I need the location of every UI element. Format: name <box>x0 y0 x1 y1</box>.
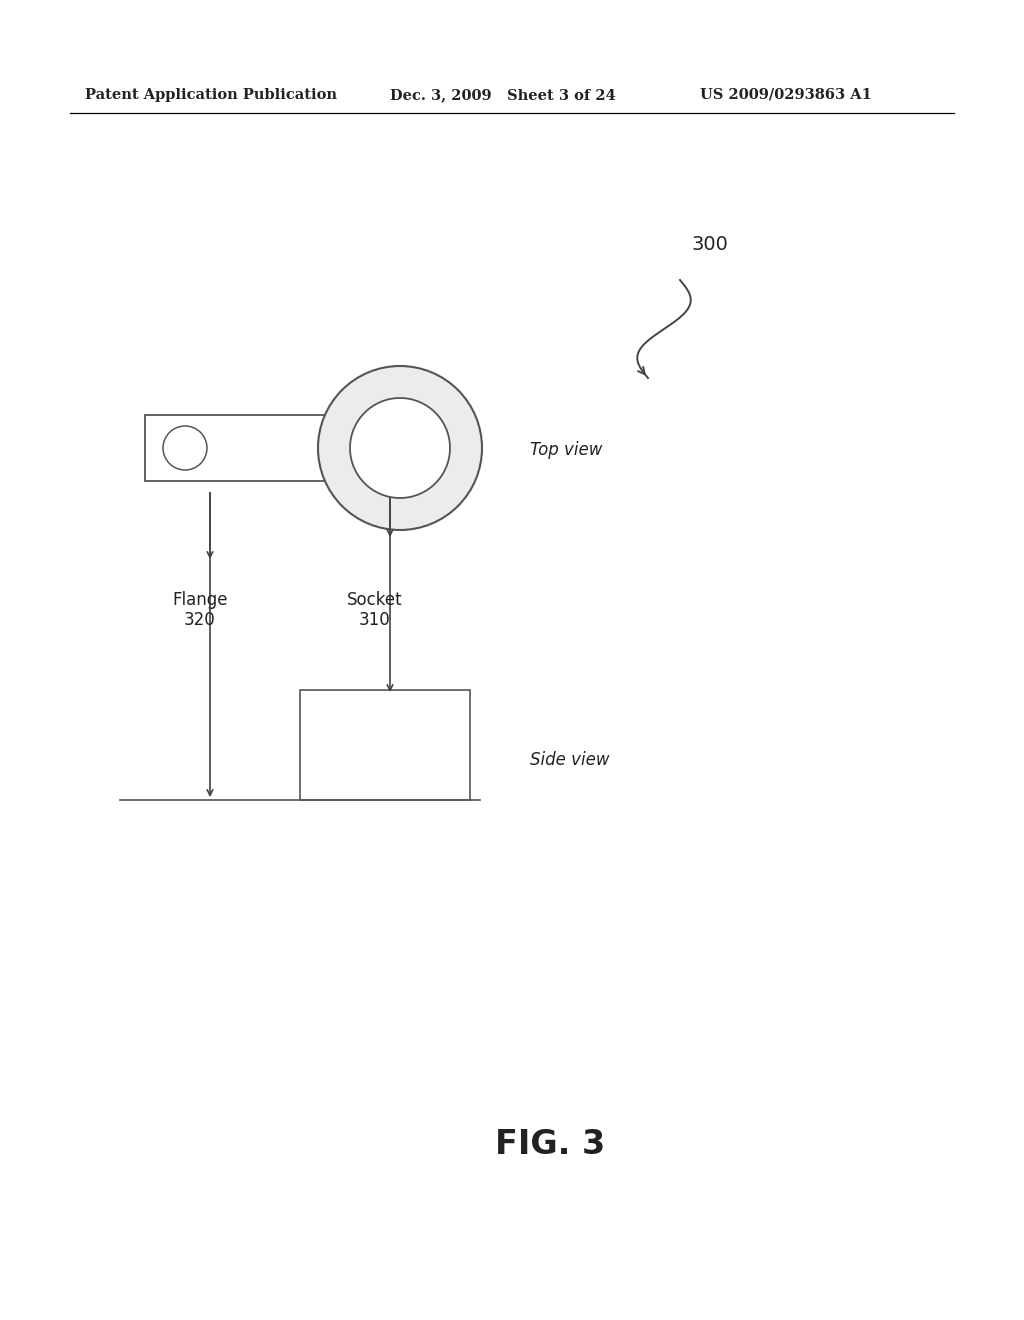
Circle shape <box>350 399 450 498</box>
Text: Side view: Side view <box>530 751 609 770</box>
Text: Patent Application Publication: Patent Application Publication <box>85 88 337 102</box>
Text: Top view: Top view <box>530 441 602 459</box>
Circle shape <box>163 426 207 470</box>
Bar <box>300 690 470 800</box>
Text: Socket
310: Socket 310 <box>347 590 402 630</box>
Text: FIG. 3: FIG. 3 <box>495 1129 605 1162</box>
Text: Dec. 3, 2009   Sheet 3 of 24: Dec. 3, 2009 Sheet 3 of 24 <box>390 88 615 102</box>
Circle shape <box>318 366 482 531</box>
Text: Flange
320: Flange 320 <box>172 590 227 630</box>
Text: 300: 300 <box>691 235 728 255</box>
Text: US 2009/0293863 A1: US 2009/0293863 A1 <box>700 88 871 102</box>
Bar <box>145 414 406 480</box>
